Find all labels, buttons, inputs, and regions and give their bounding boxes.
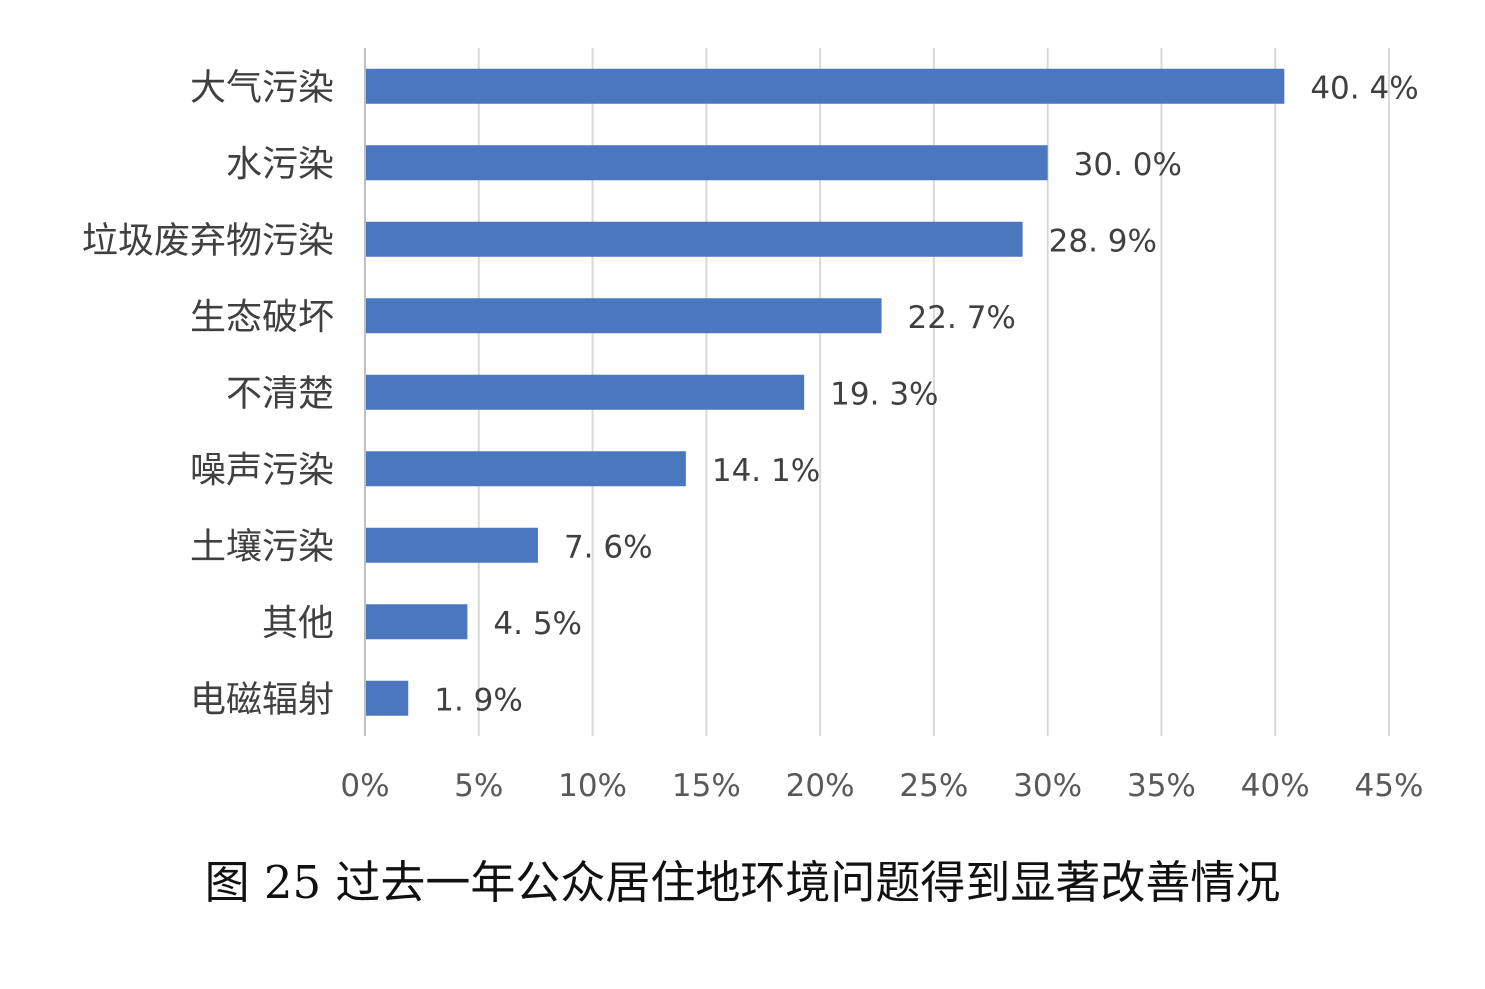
category-label: 土壤污染 [190, 526, 334, 567]
bar [366, 374, 805, 410]
x-tick-label: 40% [1241, 768, 1310, 804]
value-label: 28. 9% [1049, 223, 1157, 259]
x-tick-label: 5% [454, 768, 503, 804]
category-label: 大气污染 [190, 67, 334, 108]
bar [366, 527, 538, 563]
bar [366, 145, 1048, 181]
value-label: 7. 6% [564, 529, 653, 565]
bar [366, 604, 468, 640]
bar [366, 451, 686, 487]
value-label: 4. 5% [493, 606, 582, 642]
x-tick-label: 30% [1013, 768, 1082, 804]
labels: 0% 5% 10% 15% 20% 25% 30% 35% 40% 45% 大气污染 40. 4% 水污… [82, 67, 1423, 804]
value-label: 14. 1% [712, 453, 820, 489]
x-tick-label: 15% [672, 768, 741, 804]
category-label: 生态破坏 [190, 297, 334, 338]
bars [366, 68, 1285, 716]
value-label: 22. 7% [908, 300, 1016, 336]
category-label: 噪声污染 [190, 450, 334, 491]
figure-caption: 图 25 过去一年公众居住地环境问题得到显著改善情况 [204, 856, 1281, 909]
bar [366, 680, 409, 716]
value-label: 30. 0% [1074, 147, 1182, 183]
value-label: 19. 3% [830, 376, 938, 412]
category-label: 不清楚 [226, 373, 334, 414]
x-tick-label: 0% [340, 768, 389, 804]
value-label: 40. 4% [1310, 70, 1418, 106]
value-label: 1. 9% [434, 682, 523, 718]
x-tick-label: 35% [1127, 768, 1196, 804]
category-label: 水污染 [226, 144, 334, 185]
x-tick-label: 45% [1355, 768, 1424, 804]
category-label: 其他 [262, 603, 334, 644]
bar-chart: 0% 5% 10% 15% 20% 25% 30% 35% 40% 45% 大气污染 40. 4% 水污… [82, 48, 1423, 804]
category-label: 垃圾废弃物污染 [82, 220, 334, 261]
category-label: 电磁辐射 [190, 679, 334, 720]
x-tick-label: 20% [786, 768, 855, 804]
x-tick-label: 10% [558, 768, 627, 804]
bar [366, 298, 882, 334]
x-tick-label: 25% [899, 768, 968, 804]
bar [366, 221, 1023, 257]
bar [366, 68, 1285, 104]
